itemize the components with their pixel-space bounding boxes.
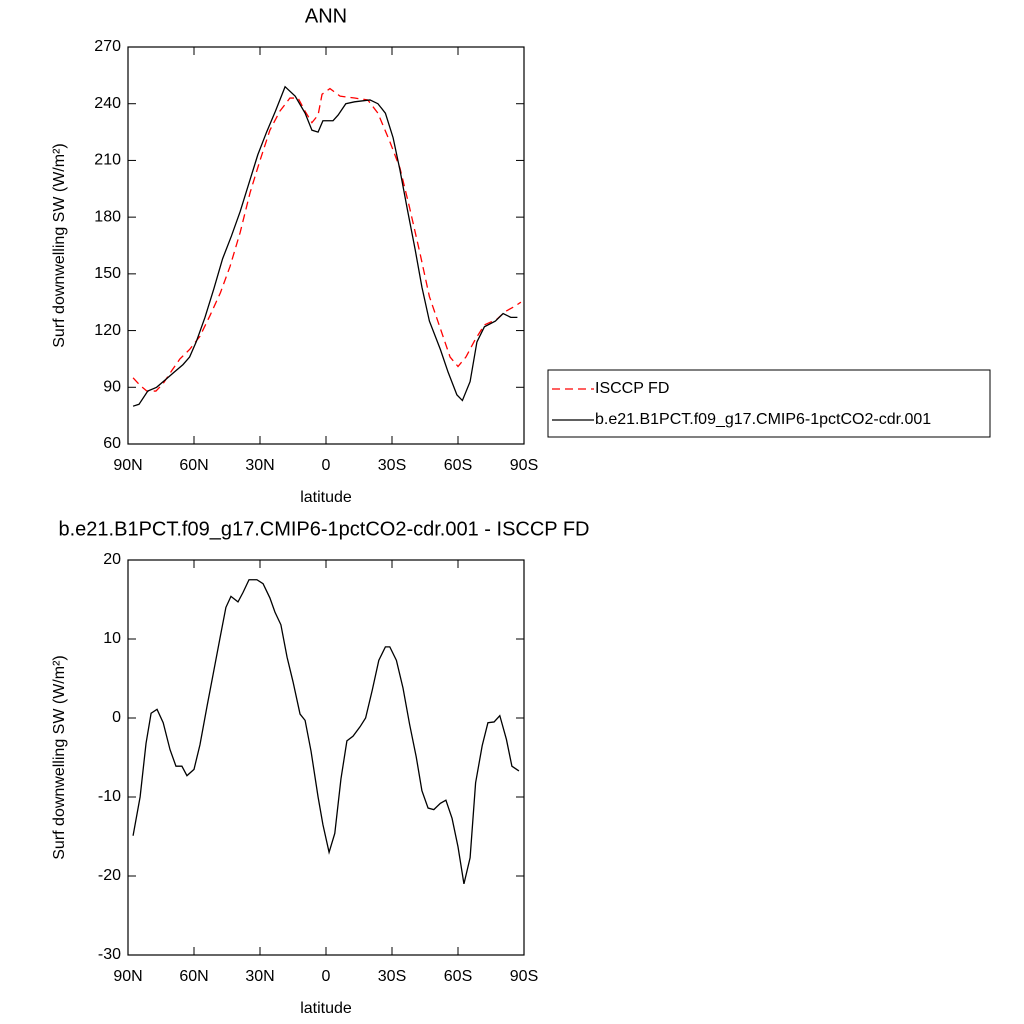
y-tick-label: 10 bbox=[103, 630, 121, 647]
y-tick-label: -10 bbox=[98, 788, 121, 805]
y-tick-label: -30 bbox=[98, 946, 121, 963]
legend-label: b.e21.B1PCT.f09_g17.CMIP6-1pctCO2-cdr.00… bbox=[595, 411, 931, 428]
plot-frame bbox=[127, 46, 525, 445]
y-tick-label: 270 bbox=[94, 38, 121, 55]
y-tick-label: 60 bbox=[103, 435, 121, 452]
y-tick-label: 120 bbox=[94, 322, 121, 339]
y-tick-label: 150 bbox=[94, 265, 121, 282]
chart-title: b.e21.B1PCT.f09_g17.CMIP6-1pctCO2-cdr.00… bbox=[59, 518, 590, 540]
legend-label: ISCCP FD bbox=[595, 380, 669, 397]
data-line bbox=[132, 87, 522, 392]
chart-panel: ANN 90N 60N 30N 0 30S 60S 90S 60 90 120 150 180 210 24… bbox=[51, 5, 991, 506]
x-tick-label: 30N bbox=[245, 457, 274, 474]
y-axis-label: Surf downwelling SW (W/m²) bbox=[51, 143, 68, 347]
plot-frame bbox=[127, 559, 525, 956]
y-axis-label: Surf downwelling SW (W/m²) bbox=[51, 655, 68, 859]
y-tick-label: 0 bbox=[112, 709, 121, 726]
x-tick-label: 90S bbox=[510, 968, 538, 985]
x-axis-label: latitude bbox=[300, 489, 352, 506]
legend-box bbox=[547, 369, 991, 438]
x-tick-label: 60N bbox=[179, 457, 208, 474]
y-tick-label: 210 bbox=[94, 152, 121, 169]
x-tick-label: 30S bbox=[378, 968, 406, 985]
x-tick-label: 90N bbox=[113, 457, 142, 474]
x-tick-label: 90S bbox=[510, 457, 538, 474]
x-tick-label: 60S bbox=[444, 968, 472, 985]
y-tick-label: 180 bbox=[94, 208, 121, 225]
y-tick-label: 90 bbox=[103, 379, 121, 396]
x-tick-label: 90N bbox=[113, 968, 142, 985]
chart-title: ANN bbox=[305, 5, 347, 27]
x-tick-label: 60N bbox=[179, 968, 208, 985]
x-tick-label: 30N bbox=[245, 968, 274, 985]
legend: ISCCP FD b.e21.B1PCT.f09_g17.CMIP6-1pctCO… bbox=[547, 369, 991, 438]
x-tick-label: 60S bbox=[444, 457, 472, 474]
x-axis-label: latitude bbox=[300, 1000, 352, 1017]
y-tick-label: 20 bbox=[103, 551, 121, 568]
chart-panel: b.e21.B1PCT.f09_g17.CMIP6-1pctCO2-cdr.00… bbox=[51, 518, 589, 1017]
y-tick-label: 240 bbox=[94, 95, 121, 112]
data-line bbox=[132, 579, 520, 885]
data-line bbox=[132, 85, 518, 407]
x-tick-label: 0 bbox=[322, 968, 331, 985]
y-tick-label: -20 bbox=[98, 867, 121, 884]
x-tick-label: 30S bbox=[378, 457, 406, 474]
x-tick-label: 0 bbox=[322, 457, 331, 474]
